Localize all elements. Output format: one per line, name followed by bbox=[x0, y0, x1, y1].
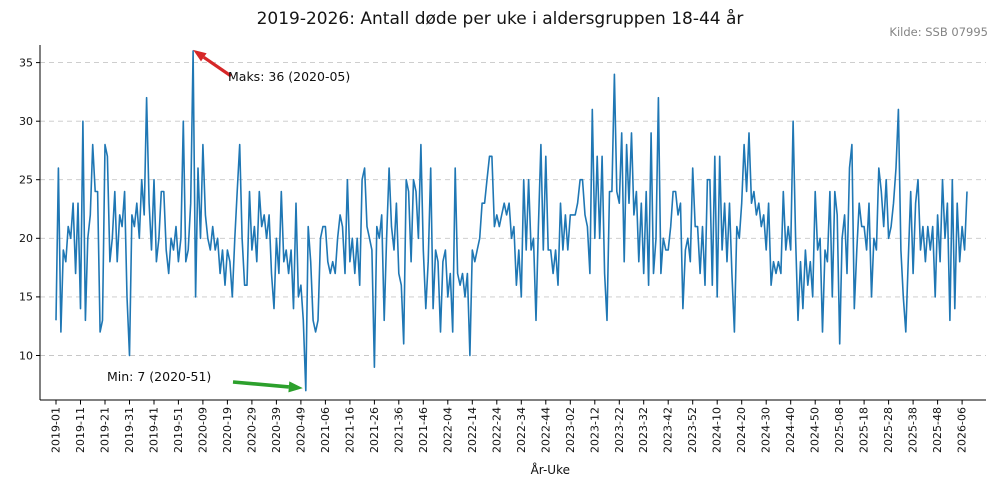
svg-text:2025-08: 2025-08 bbox=[833, 407, 846, 453]
svg-text:2019-01: 2019-01 bbox=[50, 407, 63, 453]
svg-text:20: 20 bbox=[19, 232, 33, 245]
y-axis-ticks: 10 15 20 25 30 35 bbox=[19, 56, 40, 362]
svg-text:35: 35 bbox=[19, 56, 33, 69]
svg-text:2019-21: 2019-21 bbox=[99, 407, 112, 453]
svg-text:2021-26: 2021-26 bbox=[368, 407, 381, 453]
svg-text:2021-46: 2021-46 bbox=[417, 407, 430, 453]
svg-text:2021-36: 2021-36 bbox=[392, 407, 405, 453]
chart-title: 2019-2026: Antall døde per uke i aldersg… bbox=[256, 9, 744, 29]
deaths-per-week-line bbox=[55, 50, 968, 392]
svg-text:2019-31: 2019-31 bbox=[123, 407, 136, 453]
svg-text:2024-10: 2024-10 bbox=[711, 407, 724, 453]
svg-text:2023-02: 2023-02 bbox=[564, 407, 577, 453]
svg-text:2019-11: 2019-11 bbox=[74, 407, 87, 453]
svg-text:2025-48: 2025-48 bbox=[931, 407, 944, 453]
svg-text:2020-49: 2020-49 bbox=[294, 407, 307, 453]
svg-text:2023-22: 2023-22 bbox=[613, 407, 626, 453]
svg-text:2026-06: 2026-06 bbox=[956, 407, 969, 453]
x-axis-label: År-Uke bbox=[530, 463, 570, 477]
svg-text:2022-34: 2022-34 bbox=[515, 407, 528, 453]
svg-text:2021-16: 2021-16 bbox=[343, 407, 356, 453]
svg-text:2023-12: 2023-12 bbox=[588, 407, 601, 453]
svg-text:2024-40: 2024-40 bbox=[784, 407, 797, 453]
axes-spines bbox=[39, 45, 986, 401]
svg-text:2023-32: 2023-32 bbox=[637, 407, 650, 453]
max-annotation-label: Maks: 36 (2020-05) bbox=[228, 69, 351, 84]
svg-text:2019-41: 2019-41 bbox=[148, 407, 161, 453]
svg-text:2020-19: 2020-19 bbox=[221, 407, 234, 453]
svg-text:15: 15 bbox=[19, 291, 33, 304]
svg-text:2025-38: 2025-38 bbox=[907, 407, 920, 453]
svg-text:2025-28: 2025-28 bbox=[882, 407, 895, 453]
svg-text:2021-06: 2021-06 bbox=[319, 407, 332, 453]
x-axis-ticks: 2019-01 2019-11 2019-21 2019-31 2019-41 2019-… bbox=[50, 400, 969, 453]
svg-text:2024-30: 2024-30 bbox=[760, 407, 773, 453]
svg-text:2020-29: 2020-29 bbox=[245, 407, 258, 453]
svg-text:2023-42: 2023-42 bbox=[662, 407, 675, 453]
svg-text:2020-39: 2020-39 bbox=[270, 407, 283, 453]
svg-text:2022-44: 2022-44 bbox=[539, 407, 552, 453]
max-arrow bbox=[193, 49, 232, 78]
svg-text:2022-04: 2022-04 bbox=[441, 407, 454, 453]
svg-text:2024-20: 2024-20 bbox=[735, 407, 748, 453]
source-note: Kilde: SSB 07995 bbox=[889, 25, 988, 39]
svg-text:2020-09: 2020-09 bbox=[196, 407, 209, 453]
svg-text:2024-50: 2024-50 bbox=[809, 407, 822, 453]
svg-text:30: 30 bbox=[19, 115, 33, 128]
svg-text:2023-52: 2023-52 bbox=[686, 407, 699, 453]
svg-text:2019-51: 2019-51 bbox=[172, 407, 185, 453]
svg-text:2025-18: 2025-18 bbox=[858, 407, 871, 453]
svg-text:10: 10 bbox=[19, 349, 33, 362]
min-arrow bbox=[232, 380, 303, 393]
svg-text:2022-24: 2022-24 bbox=[490, 407, 503, 453]
min-annotation-label: Min: 7 (2020-51) bbox=[107, 369, 212, 384]
svg-text:2022-14: 2022-14 bbox=[466, 407, 479, 453]
svg-text:25: 25 bbox=[19, 174, 33, 187]
